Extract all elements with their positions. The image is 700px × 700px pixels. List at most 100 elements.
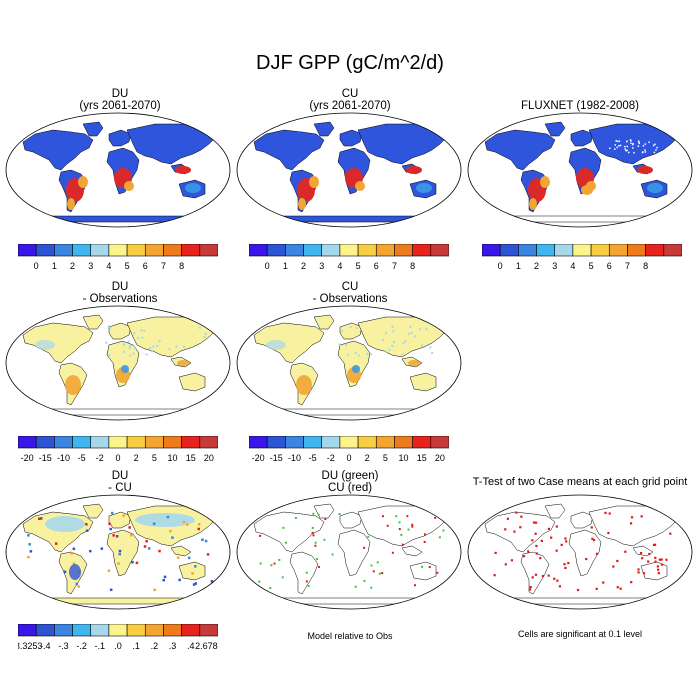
colorbar-tick-label: 0 bbox=[265, 261, 270, 271]
colorbar-swatch bbox=[321, 244, 341, 257]
colorbar-swatch bbox=[266, 436, 286, 449]
map-grid-cell bbox=[657, 568, 660, 571]
map-grid-cell bbox=[312, 534, 315, 537]
map-grid-cell bbox=[614, 148, 616, 150]
map-grid-cell bbox=[438, 536, 441, 539]
colorbar-swatch bbox=[285, 244, 304, 257]
map-du-obs bbox=[5, 305, 231, 421]
map-grid-cell bbox=[370, 586, 373, 589]
colorbar-tick-label: -.4 bbox=[40, 641, 51, 651]
map-grid-cell bbox=[163, 575, 167, 579]
map-grid-cell bbox=[147, 547, 151, 550]
colorbar-swatch bbox=[608, 244, 628, 257]
map-grid-cell bbox=[331, 553, 334, 556]
map-grid-cell bbox=[130, 533, 133, 537]
colorbar-swatch bbox=[249, 436, 268, 449]
colorbar-swatch bbox=[572, 244, 592, 257]
colorbar-swatch bbox=[590, 244, 610, 257]
map-grid-cell bbox=[382, 339, 385, 342]
colorbar-tick-label: 10 bbox=[399, 453, 409, 463]
map-grid-cell bbox=[311, 531, 314, 534]
map-field-patch bbox=[296, 375, 312, 395]
map-grid-cell bbox=[171, 536, 174, 539]
map-grid-cell bbox=[131, 560, 134, 564]
colorbar-swatch bbox=[126, 436, 146, 449]
map-grid-cell bbox=[108, 354, 111, 357]
map-grid-cell bbox=[423, 540, 426, 543]
continent-namerica bbox=[253, 511, 325, 553]
map-grid-cell bbox=[419, 328, 422, 331]
map-grid-cell bbox=[547, 574, 550, 577]
colorbar-swatch bbox=[339, 244, 359, 257]
map-grid-cell bbox=[638, 142, 641, 145]
colorbar-tick-label: 5 bbox=[589, 261, 594, 271]
map-grid-cell bbox=[642, 145, 645, 147]
map-grid-cell bbox=[619, 587, 622, 590]
colorbar-swatch bbox=[339, 436, 359, 449]
map-grid-cell bbox=[135, 561, 139, 565]
colorbar-tick-label: 4 bbox=[570, 261, 575, 271]
map-border bbox=[467, 494, 693, 610]
colorbar-swatch bbox=[645, 244, 665, 257]
map-grid-cell bbox=[421, 344, 424, 347]
map-grid-cell bbox=[637, 145, 640, 147]
colorbar-tick-label: -3.3253 bbox=[18, 641, 42, 651]
map-grid-cell bbox=[648, 141, 650, 144]
map-grid-cell bbox=[324, 518, 327, 521]
map-grid-cell bbox=[534, 521, 538, 524]
map-grid-cell bbox=[258, 580, 261, 583]
colorbar-swatch bbox=[430, 244, 449, 257]
map-grid-cell bbox=[619, 144, 622, 147]
map-grid-cell bbox=[506, 517, 509, 520]
map-grid-cell bbox=[110, 511, 114, 515]
map-grid-cell bbox=[27, 534, 30, 537]
map-grid-cell bbox=[355, 327, 358, 330]
colorbar-tick-label: 1 bbox=[516, 261, 521, 271]
map-grid-cell bbox=[409, 325, 412, 328]
map-grid-cell bbox=[630, 142, 632, 145]
continent-europe bbox=[108, 322, 132, 340]
colorbar-tick-label: 0 bbox=[34, 261, 39, 271]
map-grid-cell bbox=[556, 579, 559, 582]
map-border bbox=[5, 305, 231, 421]
map-grid-cell bbox=[122, 341, 125, 344]
map-grid-cell bbox=[182, 520, 186, 524]
map-grid-cell bbox=[370, 564, 373, 567]
map-field-patch bbox=[352, 365, 360, 373]
map-grid-cell bbox=[660, 558, 663, 561]
map-grid-cell bbox=[513, 530, 516, 533]
map-grid-cell bbox=[626, 149, 628, 152]
map-grid-cell bbox=[392, 340, 395, 343]
map-grid-cell bbox=[54, 542, 58, 545]
note-model-relative: Model relative to Obs bbox=[307, 631, 393, 641]
map-grid-cell bbox=[305, 571, 308, 574]
map-grid-cell bbox=[198, 326, 201, 329]
colorbar-swatch bbox=[126, 624, 146, 637]
map-grid-cell bbox=[166, 515, 170, 519]
colorbar-tick-label: -10 bbox=[57, 453, 70, 463]
colorbar-tick-label: 20 bbox=[435, 453, 445, 463]
panel-title-du-obs: DU - Observations bbox=[10, 281, 230, 305]
continent-greenland bbox=[82, 314, 104, 330]
map-grid-cell bbox=[522, 555, 526, 558]
map-grid-cell bbox=[366, 352, 369, 355]
map-grid-cell bbox=[637, 571, 640, 574]
map-du-cu bbox=[5, 494, 231, 610]
map-grid-cell bbox=[614, 144, 617, 146]
map-cu-obs bbox=[236, 305, 462, 421]
continent-africa bbox=[106, 529, 140, 577]
map-grid-cell bbox=[592, 539, 596, 542]
map-grid-cell bbox=[118, 549, 122, 553]
colorbar-tick-label: 8 bbox=[410, 261, 415, 271]
map-grid-cell bbox=[532, 521, 536, 524]
colorbar-swatch bbox=[357, 244, 377, 257]
colorbar-tick-label: .0 bbox=[114, 641, 122, 651]
map-grid-cell bbox=[401, 353, 404, 356]
colorbar-swatch bbox=[90, 436, 110, 449]
map-grid-cell bbox=[72, 562, 76, 565]
panel-title-line1: DU bbox=[111, 88, 129, 100]
map-grid-cell bbox=[406, 515, 409, 518]
map-grid-cell bbox=[638, 141, 640, 144]
map-grid-cell bbox=[141, 336, 144, 339]
map-grid-cell bbox=[212, 513, 216, 516]
